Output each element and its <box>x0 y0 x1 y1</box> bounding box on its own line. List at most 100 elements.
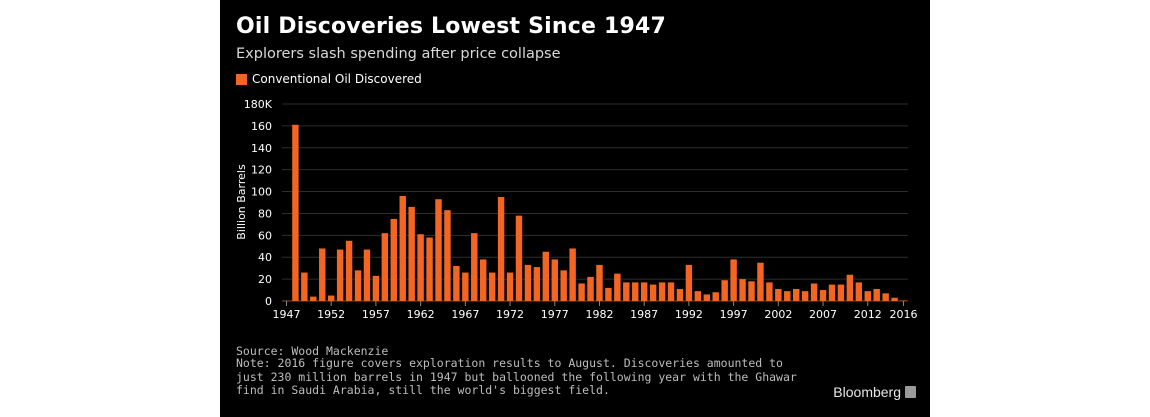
bar-layer <box>283 124 907 302</box>
chart-title: Oil Discoveries Lowest Since 1947 <box>236 14 666 39</box>
y-tick-label: 40 <box>258 251 272 264</box>
bar <box>497 197 505 301</box>
grid-layer <box>282 103 908 302</box>
y-tick-label: 0 <box>265 295 272 308</box>
bar <box>551 259 558 301</box>
bar <box>578 283 585 301</box>
bar <box>488 272 496 301</box>
bar <box>882 293 889 301</box>
bar <box>667 282 675 301</box>
bar <box>462 272 469 301</box>
legend-label: Conventional Oil Discovered <box>252 72 422 86</box>
bar <box>605 287 612 301</box>
bar <box>336 249 344 301</box>
y-tick-label: 80 <box>258 207 272 220</box>
bar <box>739 279 746 301</box>
bar <box>873 288 880 301</box>
bar <box>658 282 666 301</box>
x-tick-label: 1982 <box>585 308 613 321</box>
x-tick-label: 1952 <box>317 308 345 321</box>
bar <box>292 124 299 302</box>
bar <box>390 218 398 301</box>
bar <box>766 282 773 301</box>
bar <box>327 295 335 301</box>
y-tick-label: 20 <box>258 273 272 286</box>
legend: Conventional Oil Discovered <box>236 72 422 86</box>
bar <box>471 233 478 301</box>
bar <box>757 262 764 301</box>
x-tick-label: 1967 <box>451 308 479 321</box>
x-tick-label: 2012 <box>854 308 882 321</box>
bar <box>846 274 854 301</box>
y-axis-label: Billion Barrels <box>235 164 248 240</box>
bar <box>301 272 308 301</box>
bloomberg-icon <box>905 386 916 398</box>
x-tick-label: 1962 <box>407 308 435 321</box>
y-axis: 0 20 40 60 80 100 120 140 160 180K <box>244 98 273 308</box>
bar <box>524 264 532 301</box>
bar <box>712 292 719 301</box>
bar <box>345 240 353 301</box>
note-text: Note: 2016 figure covers exploration res… <box>236 356 797 397</box>
bar <box>444 210 451 301</box>
bar <box>640 282 648 301</box>
bar <box>408 206 415 301</box>
y-tick-label: 60 <box>258 229 272 242</box>
bar <box>676 288 684 301</box>
brand-logo: Bloomberg <box>833 384 916 400</box>
bar <box>694 291 702 301</box>
x-tick-label: 1947 <box>272 308 300 321</box>
bar <box>685 264 693 301</box>
x-tick-label: 2016 <box>890 308 918 321</box>
y-tick-label: 120 <box>251 164 272 177</box>
y-tick-label: 160 <box>251 120 272 133</box>
bar <box>721 280 728 301</box>
x-tick-label: 1987 <box>630 308 658 321</box>
bar <box>569 248 576 301</box>
bar <box>399 195 406 301</box>
y-tick-label: 140 <box>251 142 272 155</box>
bar <box>632 282 639 301</box>
bar <box>649 284 657 301</box>
bar <box>730 259 737 301</box>
bar <box>587 276 594 301</box>
bar <box>533 267 541 301</box>
bar <box>506 272 514 301</box>
brand-name: Bloomberg <box>833 384 901 400</box>
bar <box>828 284 836 301</box>
bar <box>363 249 371 301</box>
x-tick-label: 1972 <box>496 308 524 321</box>
chart-subtitle: Explorers slash spending after price col… <box>236 46 561 62</box>
bar <box>515 215 523 301</box>
bar <box>837 284 845 301</box>
bar <box>453 265 460 301</box>
bar <box>900 300 907 301</box>
x-tick-label: 1992 <box>675 308 703 321</box>
bar <box>864 291 871 301</box>
bar <box>417 234 424 301</box>
legend-swatch <box>236 73 247 85</box>
x-tick-label: 2002 <box>764 308 792 321</box>
bar <box>560 270 567 301</box>
bar <box>479 259 487 301</box>
bar <box>855 282 863 301</box>
bar <box>792 288 800 301</box>
bar <box>819 290 827 301</box>
bar <box>596 264 603 301</box>
y-tick-label: 100 <box>251 186 272 199</box>
bar <box>319 248 326 301</box>
bar <box>703 294 711 301</box>
bar <box>801 291 809 301</box>
x-tick-label: 2007 <box>809 308 837 321</box>
source-text: Source: Wood Mackenzie <box>236 344 389 358</box>
bar <box>891 297 898 301</box>
bar <box>372 275 380 301</box>
bar <box>614 273 621 301</box>
bar <box>354 270 362 301</box>
bar <box>623 282 630 301</box>
x-axis: 1947 1952 1957 1962 1967 1972 1977 1982 1987 1992… <box>272 301 918 321</box>
bar <box>426 237 433 301</box>
bar <box>435 199 442 301</box>
x-tick-label: 1957 <box>362 308 390 321</box>
bar <box>784 291 791 301</box>
